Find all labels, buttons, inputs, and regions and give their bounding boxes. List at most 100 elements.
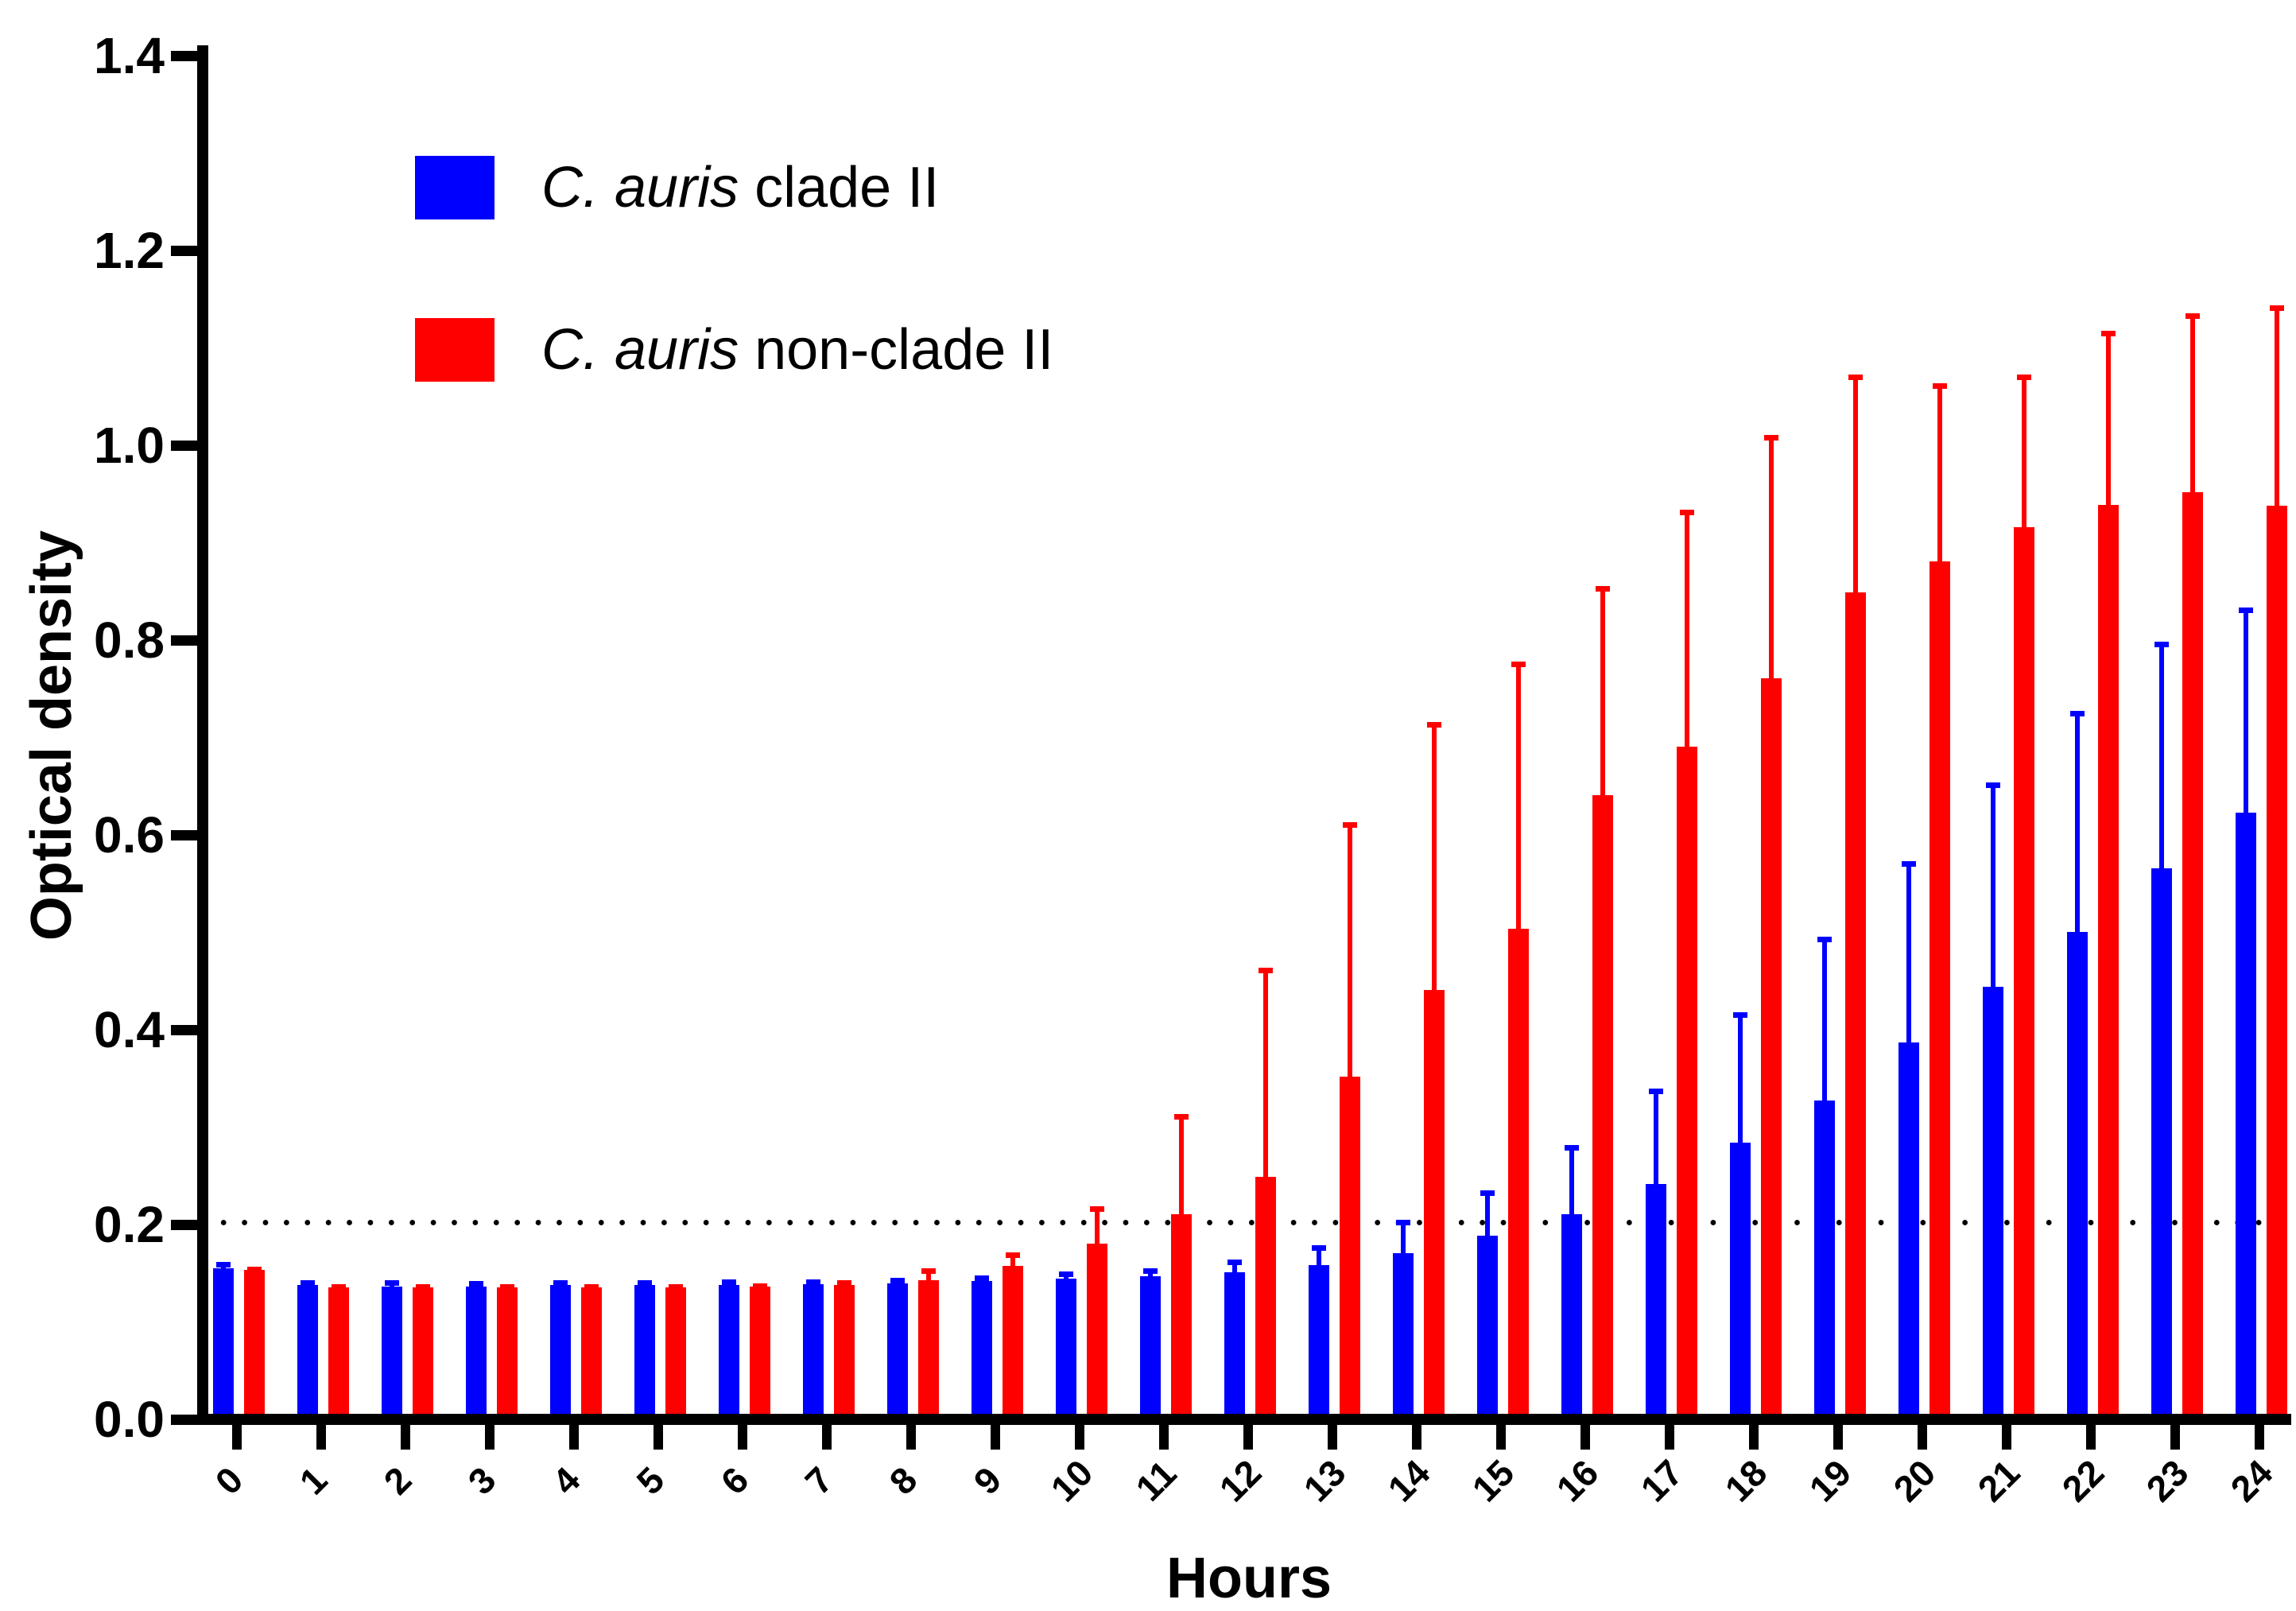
bar-nonclade2-h1 [328,1287,349,1414]
error-cap-clade2-h19 [1817,936,1832,942]
error-cap-nonclade2-h11 [1174,1113,1189,1120]
y-tick-1.0 [171,440,197,451]
bar-clade2-h5 [634,1285,655,1414]
legend-label-rest: clade II [739,156,940,219]
error-bar-nonclade2-h18 [1769,437,1774,698]
x-tick-17 [1665,1425,1674,1450]
error-bar-nonclade2-h15 [1516,664,1521,948]
bar-nonclade2-h15 [1508,928,1529,1414]
bar-clade2-h10 [1056,1278,1076,1414]
error-cap-clade2-h17 [1649,1088,1663,1094]
error-bar-nonclade2-h21 [2022,376,2026,547]
legend-label-clade2: C. auris clade II [541,156,939,219]
bar-nonclade2-h22 [2098,505,2119,1414]
error-cap-clade2-h23 [2154,641,2169,647]
error-cap-clade2-h22 [2070,710,2085,716]
error-cap-clade2-h4 [553,1280,568,1287]
error-cap-nonclade2-h20 [1933,382,1947,389]
x-tick-12 [1243,1425,1253,1450]
x-tick-label-11: 11 [1127,1452,1185,1509]
error-cap-clade2-h14 [1396,1220,1410,1226]
bar-nonclade2-h11 [1171,1213,1192,1414]
x-tick-label-3: 3 [460,1458,504,1503]
error-cap-clade2-h18 [1733,1012,1747,1019]
x-tick-label-10: 10 [1042,1451,1101,1510]
x-tick-label-4: 4 [544,1458,588,1503]
y-tick-1.2 [171,245,197,256]
error-cap-nonclade2-h18 [1764,434,1778,441]
error-cap-nonclade2-h23 [2185,312,2200,319]
bar-nonclade2-h3 [497,1287,518,1414]
error-cap-nonclade2-h22 [2101,330,2116,336]
error-bar-nonclade2-h10 [1095,1209,1100,1263]
x-tick-22 [2086,1425,2096,1450]
bar-nonclade2-h7 [834,1285,855,1414]
x-tick-label-17: 17 [1632,1451,1691,1510]
bar-nonclade2-h9 [1003,1265,1023,1414]
error-bar-clade2-h20 [1906,864,1911,1062]
bar-nonclade2-h10 [1087,1243,1107,1414]
error-cap-clade2-h1 [301,1280,315,1287]
bar-nonclade2-h17 [1677,746,1697,1414]
bar-nonclade2-h18 [1761,678,1782,1414]
error-bar-nonclade2-h24 [2275,307,2279,526]
bar-clade2-h7 [803,1284,824,1414]
x-tick-8 [906,1425,916,1450]
bar-clade2-h9 [972,1281,992,1414]
error-bar-clade2-h15 [1485,1193,1490,1255]
x-tick-3 [485,1425,494,1450]
error-cap-nonclade2-h1 [332,1284,346,1291]
bar-nonclade2-h5 [665,1287,686,1414]
x-tick-16 [1580,1425,1590,1450]
error-cap-nonclade2-h3 [500,1284,514,1291]
x-tick-label-2: 2 [375,1458,420,1503]
error-cap-clade2-h11 [1143,1268,1158,1275]
error-cap-nonclade2-h8 [921,1268,936,1275]
bar-clade2-h16 [1561,1213,1582,1414]
error-bar-clade2-h19 [1822,938,1827,1120]
x-tick-label-16: 16 [1548,1451,1607,1510]
x-tick-9 [991,1425,1000,1450]
y-tick-0.0 [171,1414,197,1425]
bar-clade2-h12 [1224,1272,1245,1414]
error-cap-nonclade2-h10 [1090,1206,1104,1213]
y-tick-label-0.4: 0.4 [94,1001,165,1058]
error-bar-nonclade2-h13 [1348,825,1352,1097]
bar-clade2-h20 [1898,1042,1919,1414]
y-tick-label-0.2: 0.2 [94,1196,165,1253]
bar-clade2-h21 [1983,987,2003,1414]
error-bar-nonclade2-h12 [1263,969,1268,1197]
legend-label-rest: non-clade II [739,318,1054,382]
bar-nonclade2-h8 [918,1280,939,1414]
x-tick-23 [2170,1425,2180,1450]
error-cap-nonclade2-h14 [1427,722,1441,728]
legend-label-nonclade2: C. auris non-clade II [541,318,1053,382]
error-bar-clade2-h22 [2075,712,2080,951]
bar-clade2-h8 [887,1283,908,1414]
y-tick-label-1.0: 1.0 [94,417,165,474]
threshold-line [213,1219,2291,1225]
error-bar-nonclade2-h16 [1600,588,1605,815]
legend-swatch-nonclade2 [415,318,494,382]
error-cap-clade2-h6 [722,1279,736,1285]
y-tick-0.4 [171,1024,197,1035]
y-axis-line [197,45,208,1425]
error-cap-clade2-h20 [1902,861,1916,868]
bar-nonclade2-h13 [1340,1077,1360,1414]
error-cap-nonclade2-h15 [1511,662,1526,668]
error-cap-clade2-h13 [1312,1245,1326,1252]
error-bar-nonclade2-h22 [2106,332,2111,525]
x-axis-line [197,1414,2291,1425]
y-tick-label-1.2: 1.2 [94,222,165,279]
error-cap-nonclade2-h6 [753,1283,767,1289]
x-tick-11 [1159,1425,1169,1450]
x-tick-label-24: 24 [2222,1451,2281,1510]
error-cap-clade2-h9 [975,1275,989,1282]
error-cap-clade2-h16 [1565,1144,1579,1151]
y-tick-0.2 [171,1219,197,1230]
error-cap-clade2-h12 [1228,1260,1242,1266]
error-cap-nonclade2-h13 [1343,822,1357,829]
error-cap-clade2-h7 [806,1279,820,1285]
error-cap-clade2-h3 [469,1281,483,1287]
x-tick-label-0: 0 [207,1458,251,1503]
